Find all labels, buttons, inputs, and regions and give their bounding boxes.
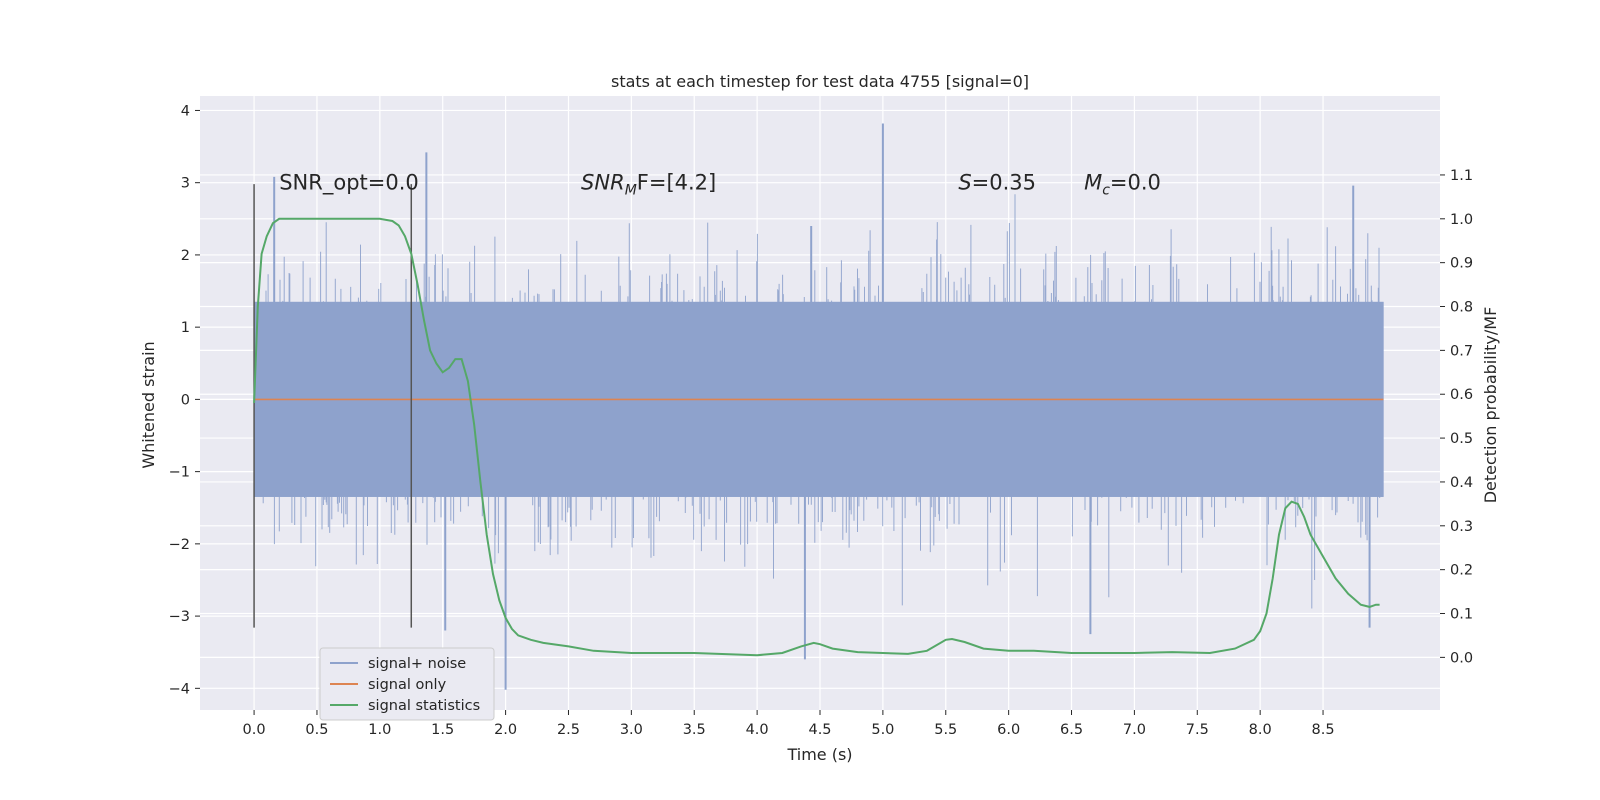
x-axis-label: Time (s): [786, 745, 852, 764]
x-tick-label: 8.5: [1312, 722, 1335, 738]
y-tick-label: 0: [181, 392, 190, 408]
series-signal-statistics: [253, 217, 1380, 657]
annotation-text: SNRMF=[4.2]: [581, 171, 716, 199]
y-tick-label: 2: [181, 248, 190, 264]
stats-line: [253, 217, 1380, 657]
legend-label-noise: signal+ noise: [368, 656, 466, 672]
annotation-text: Mc=0.0: [1084, 171, 1161, 199]
annotation-text: S=0.35: [958, 171, 1036, 195]
x-tick-label: 5.5: [934, 722, 957, 738]
x-tick-label: 0.5: [305, 722, 328, 738]
y-tick-label: 1: [181, 320, 190, 336]
y-tick-label: −2: [169, 537, 190, 553]
x-tick-label: 1.0: [368, 722, 391, 738]
x-tick-label: 1.5: [431, 722, 454, 738]
annotation-text: SNR_opt=0.0: [279, 171, 419, 196]
legend-box: [319, 647, 495, 721]
y2-axis-label: Detection probability/MF: [1481, 307, 1500, 504]
x-tick-label: 4.5: [808, 722, 831, 738]
tick-labels: 0.0 0.5 1.0 1.5 2.0 2.5 3.0 3.5 4.0 4.5 5.0 5.5 6.0 6…: [169, 103, 1473, 738]
x-tick-label: 2.5: [557, 722, 580, 738]
y2-tick-label: 0.0: [1450, 650, 1473, 666]
y2-tick-label: 0.8: [1450, 300, 1473, 316]
y2-tick-label: 0.2: [1450, 563, 1473, 579]
y2-tick-label: 0.9: [1450, 256, 1473, 272]
y-tick-label: −1: [169, 465, 190, 481]
y-tick-label: −4: [169, 681, 190, 697]
x-tick-label: 3.0: [620, 722, 643, 738]
x-tick-label: 7.0: [1123, 722, 1146, 738]
y-tick-label: −3: [169, 609, 190, 625]
legend-label-signal: signal only: [368, 677, 447, 693]
x-tick-label: 3.5: [683, 722, 706, 738]
x-tick-label: 7.5: [1186, 722, 1209, 738]
y2-tick-label: 1.1: [1450, 168, 1473, 184]
y-axis-label: Whitened strain: [139, 341, 158, 468]
x-tick-label: 6.0: [997, 722, 1020, 738]
y2-tick-label: 0.7: [1450, 343, 1473, 359]
y2-tick-label: 0.1: [1450, 607, 1473, 623]
y-tick-label: 3: [181, 176, 190, 192]
legend: signal+ noise signal only signal statist…: [319, 647, 495, 721]
y2-tick-label: 0.4: [1450, 475, 1473, 491]
x-tick-label: 5.0: [871, 722, 894, 738]
annotations: SNR_opt=0.0 SNRMF=[4.2] S=0.35 Mc=0.0: [279, 171, 1161, 199]
x-tick-label: 2.0: [494, 722, 517, 738]
x-tick-label: 6.5: [1060, 722, 1083, 738]
x-tick-label: 0.0: [243, 722, 266, 738]
y2-tick-label: 0.5: [1450, 431, 1473, 447]
y2-tick-label: 0.3: [1450, 519, 1473, 535]
x-tick-label: 4.0: [746, 722, 769, 738]
y-tick-label: 4: [181, 103, 190, 119]
y2-tick-label: 0.6: [1450, 387, 1473, 403]
y2-tick-label: 1.0: [1450, 212, 1473, 228]
chart-title: stats at each timestep for test data 475…: [611, 72, 1029, 91]
x-tick-label: 8.0: [1249, 722, 1272, 738]
legend-label-stats: signal statistics: [368, 698, 480, 714]
